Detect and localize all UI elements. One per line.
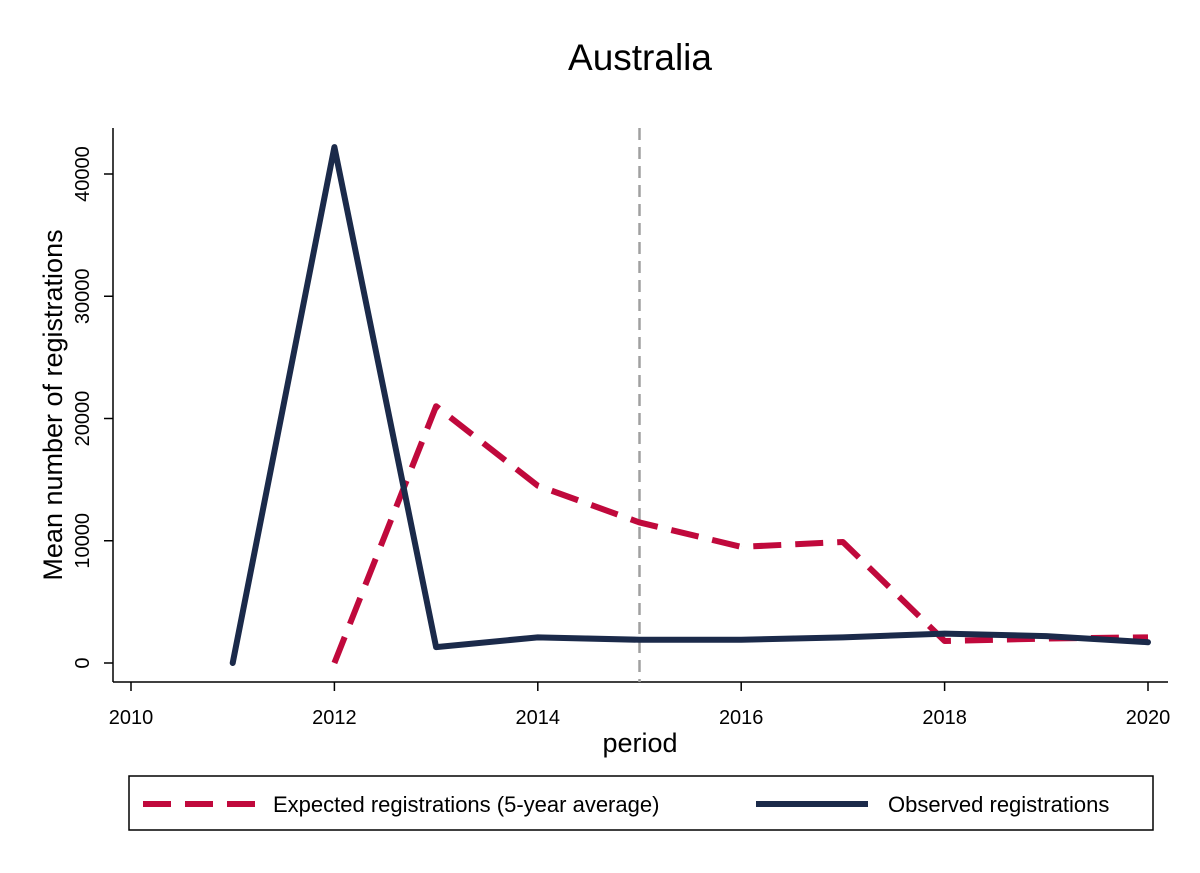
y-tick-label-30000: 30000 [72, 268, 94, 324]
y-axis-title: Mean number of registrations [38, 229, 68, 580]
y-tick-label-20000: 20000 [72, 391, 94, 447]
series-line-expected [331, 403, 1149, 665]
legend-label-observed: Observed registrations [888, 792, 1109, 817]
series-layer [229, 144, 1151, 666]
y-tick-label-0: 0 [72, 657, 94, 668]
x-axis-title: period [602, 728, 677, 758]
x-tick-label-2020: 2020 [1126, 707, 1171, 729]
legend-label-expected: Expected registrations (5-year average) [273, 792, 659, 817]
legend: Expected registrations (5-year average) … [128, 775, 1154, 831]
x-tick-label-2010: 2010 [109, 707, 154, 729]
y-tick-label-40000: 40000 [72, 146, 94, 202]
y-ticks: 0 10000 20000 30000 40000 [72, 146, 113, 669]
chart-title: Australia [568, 37, 712, 78]
x-tick-label-2018: 2018 [922, 707, 967, 729]
x-ticks: 2010 2012 2014 2016 2018 2020 [109, 682, 1171, 729]
x-tick-label-2016: 2016 [719, 707, 764, 729]
series-line-observed [229, 144, 1151, 666]
legend-box [128, 775, 1154, 831]
x-tick-label-2014: 2014 [516, 707, 561, 729]
y-tick-label-10000: 10000 [72, 513, 94, 569]
x-tick-label-2012: 2012 [312, 707, 357, 729]
